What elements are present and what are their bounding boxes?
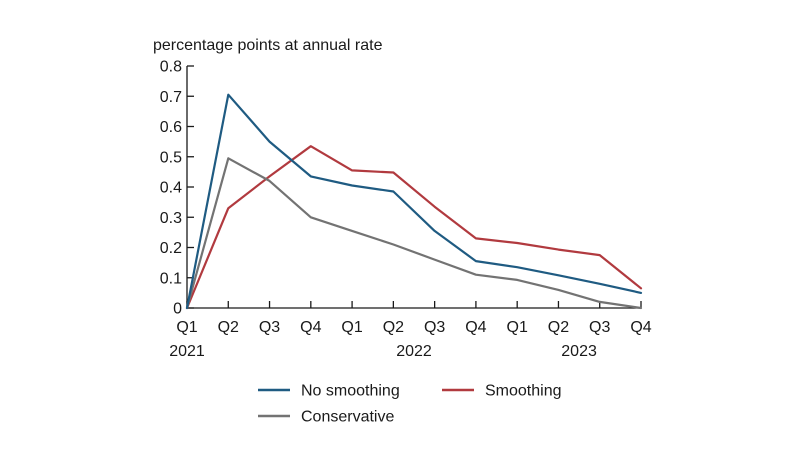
legend-label-no-smoothing: No smoothing [301, 383, 400, 400]
series-line-no-smoothing [185, 93, 643, 310]
x-tick-label: Q4 [630, 319, 651, 336]
axes: 0 0.1 0.2 0.3 0.4 0.5 0.6 0.7 0.8 Q1 Q2 Q3 Q4 Q1 Q2 Q3 Q… [160, 59, 652, 361]
y-tick-label: 0.1 [160, 270, 182, 287]
x-tick-label: Q1 [341, 319, 362, 336]
y-tick-label: 0 [173, 301, 182, 318]
series-lines [185, 93, 643, 310]
y-tick-label: 0.7 [160, 89, 182, 106]
legend: No smoothing Smoothing Conservative [258, 383, 562, 426]
y-tick-label: 0.2 [160, 240, 182, 257]
y-tick-label: 0.8 [160, 59, 182, 76]
x-tick-label: Q2 [218, 319, 239, 336]
y-tick-label: 0.5 [160, 149, 182, 166]
x-tick-label: Q4 [300, 319, 321, 336]
legend-label-smoothing: Smoothing [485, 383, 562, 400]
y-tick-label: 0.4 [160, 180, 182, 197]
series-line-conservative [185, 157, 643, 310]
x-tick-label: Q3 [589, 319, 610, 336]
x-year-label: 2021 [169, 343, 205, 360]
x-tick-label: Q2 [548, 319, 569, 336]
x-tick-label: Q1 [507, 319, 528, 336]
x-tick-label: Q3 [259, 319, 280, 336]
x-year-label: 2023 [561, 343, 597, 360]
x-tick-label: Q1 [176, 319, 197, 336]
y-tick-label: 0.3 [160, 210, 182, 227]
y-axis-unit-label: percentage points at annual rate [153, 37, 383, 54]
legend-label-conservative: Conservative [301, 409, 394, 426]
x-tick-label: Q4 [465, 319, 486, 336]
x-tick-label: Q2 [383, 319, 404, 336]
x-tick-label: Q3 [424, 319, 445, 336]
series-line-smoothing [185, 145, 643, 310]
y-tick-label: 0.6 [160, 119, 182, 136]
x-year-label: 2022 [396, 343, 432, 360]
